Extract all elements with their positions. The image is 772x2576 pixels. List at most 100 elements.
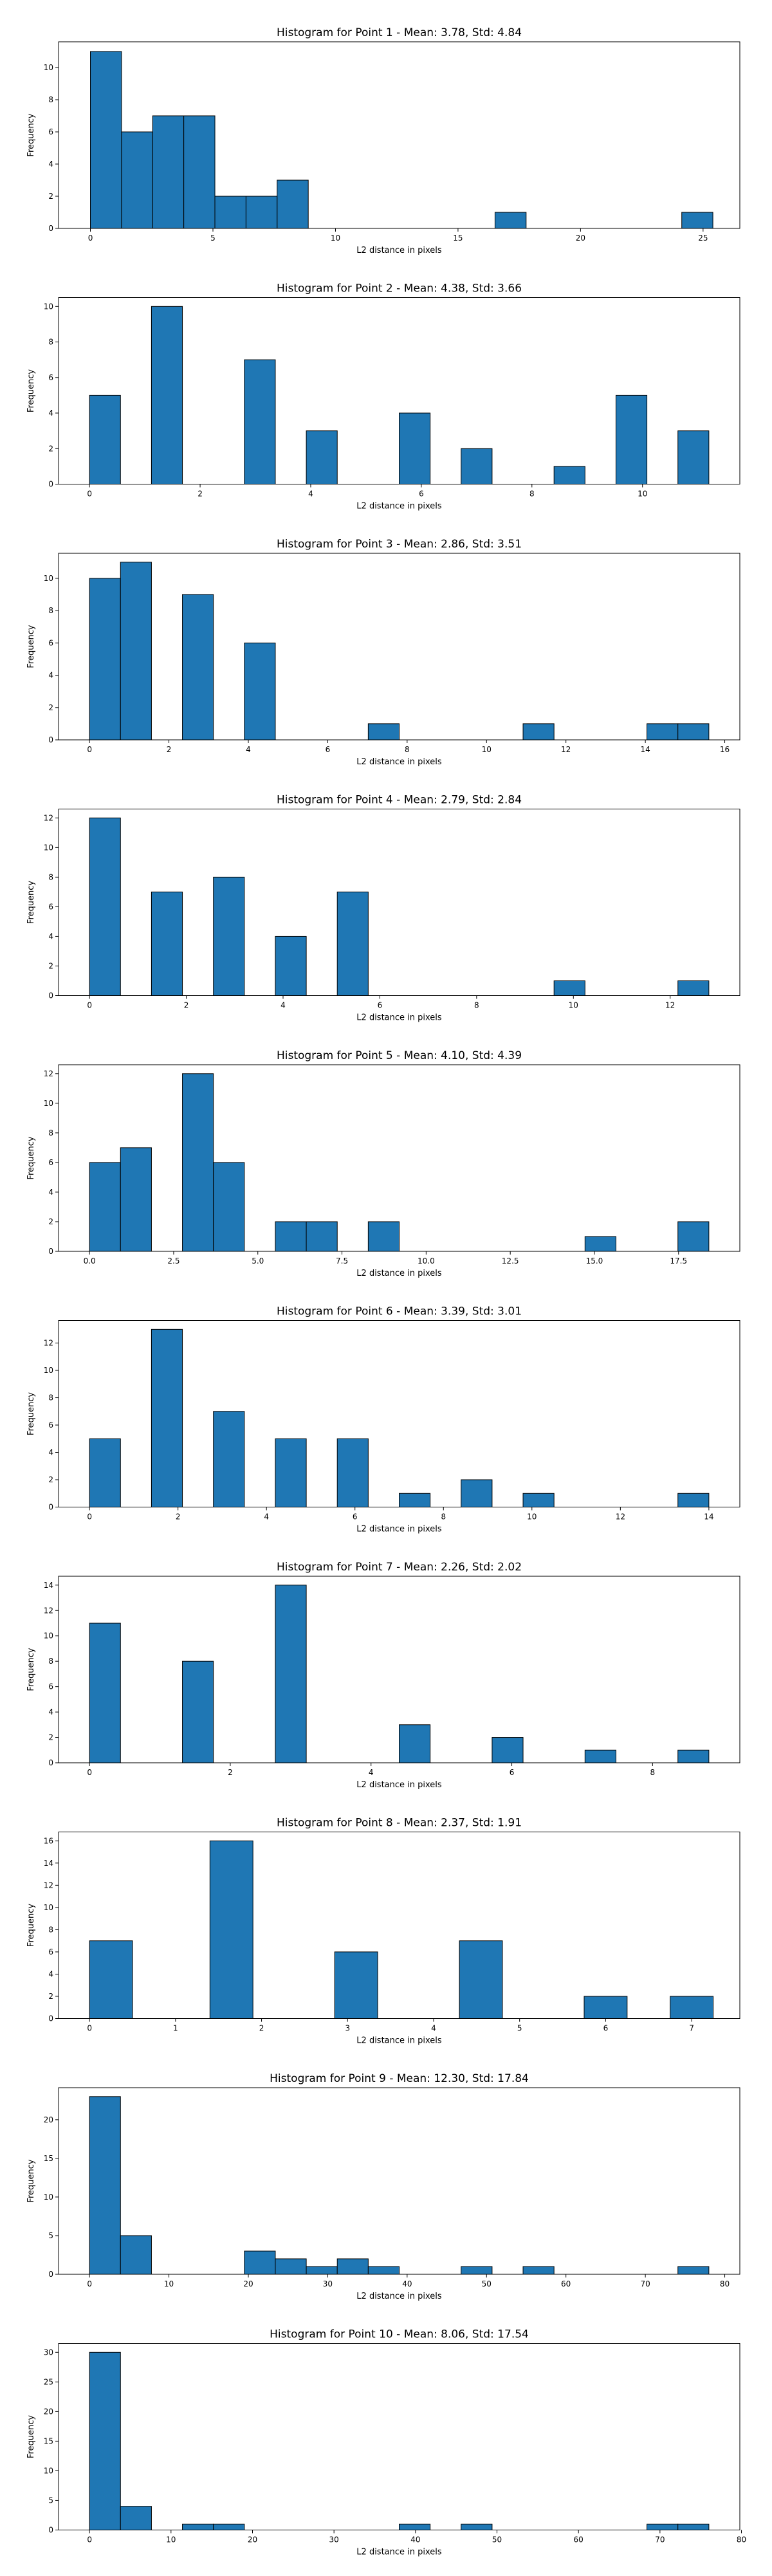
x-tick-label: 2: [176, 1513, 181, 1522]
histogram-5: Histogram for Point 5 - Mean: 4.10, Std:…: [26, 1049, 740, 1278]
y-tick-label: 10: [44, 2193, 53, 2202]
histogram-bar: [336, 1438, 369, 1508]
y-tick-label: 14: [44, 1859, 53, 1868]
y-axis-label: Frequency: [26, 113, 36, 156]
histogram-bar: [336, 2258, 369, 2275]
y-tick-label: 4: [48, 932, 53, 941]
y-tick-label: 6: [48, 1421, 53, 1430]
histogram-bar: [152, 115, 185, 229]
chart-title: Histogram for Point 3 - Mean: 2.86, Std:…: [277, 538, 522, 551]
x-axis-label: L2 distance in pixels: [356, 2292, 442, 2301]
histogram-bar: [553, 980, 585, 997]
histogram-6: Histogram for Point 6 - Mean: 3.39, Std:…: [26, 1305, 740, 1534]
y-tick-label: 10: [44, 1366, 53, 1375]
x-axis-label: L2 distance in pixels: [356, 502, 442, 511]
x-tick-label: 2: [184, 1001, 189, 1010]
histogram-bar: [89, 1940, 133, 2019]
x-tick-label: 6: [326, 745, 331, 754]
y-tick-label: 0: [48, 991, 53, 1000]
x-tick-label: 70: [640, 2279, 650, 2288]
y-tick-label: 4: [48, 160, 53, 169]
y-tick-label: 2: [48, 1992, 53, 2001]
y-tick-label: 4: [48, 671, 53, 680]
histogram-bar: [584, 1996, 628, 2019]
histogram-8: Histogram for Point 8 - Mean: 2.37, Std:…: [26, 1817, 740, 2046]
axes-frame: [58, 2087, 740, 2275]
x-tick-label: 40: [410, 2535, 420, 2544]
x-axis-label: L2 distance in pixels: [356, 757, 442, 767]
chart-title: Histogram for Point 4 - Mean: 2.79, Std:…: [277, 794, 522, 807]
y-tick-label: 6: [48, 1158, 53, 1167]
axes-frame: [58, 1320, 740, 1507]
histogram-bar: [89, 1162, 121, 1252]
histogram-bar: [681, 212, 713, 229]
x-tick-label: 0: [87, 2279, 92, 2288]
y-tick-label: 15: [44, 2436, 53, 2445]
x-tick-label: 12: [616, 1513, 625, 1522]
x-tick-label: 0: [87, 745, 92, 754]
x-tick-label: 12.5: [502, 1256, 519, 1265]
y-tick-label: 2: [48, 961, 53, 970]
y-tick-label: 0: [48, 735, 53, 744]
x-tick-label: 0: [87, 1768, 92, 1777]
histogram-bar: [89, 817, 121, 997]
axes-frame: [58, 1064, 740, 1252]
histogram-7: Histogram for Point 7 - Mean: 2.26, Std:…: [26, 1561, 740, 1790]
y-tick-label: 5: [48, 2496, 53, 2505]
x-axis-label: L2 distance in pixels: [356, 1013, 442, 1023]
histogram-bar: [151, 891, 183, 997]
histogram-bar: [677, 1221, 710, 1252]
x-tick-label: 0: [88, 234, 93, 243]
histogram-bar: [647, 2523, 679, 2531]
y-axis-label: Frequency: [26, 1648, 36, 1691]
y-tick-label: 8: [48, 1925, 53, 1934]
histogram-3: Histogram for Point 3 - Mean: 2.86, Std:…: [26, 538, 740, 767]
y-tick-label: 2: [48, 1475, 53, 1484]
y-axis-label: Frequency: [26, 881, 36, 924]
y-tick-label: 6: [48, 127, 53, 136]
x-tick-label: 50: [482, 2279, 492, 2288]
histogram-bar: [182, 1661, 214, 1763]
x-tick-label: 20: [243, 2279, 253, 2288]
histogram-bar: [244, 359, 276, 485]
y-axis-label: Frequency: [26, 1904, 36, 1947]
histogram-bar: [306, 1221, 338, 1252]
y-tick-label: 6: [48, 373, 53, 382]
y-tick-label: 0: [48, 224, 53, 233]
x-tick-label: 80: [720, 2279, 730, 2288]
histogram-bar: [553, 466, 585, 485]
y-tick-label: 10: [44, 302, 53, 311]
x-tick-label: 8: [441, 1513, 446, 1522]
histogram-bar: [275, 1438, 307, 1508]
y-tick-label: 12: [44, 813, 53, 822]
x-tick-label: 14: [704, 1513, 713, 1522]
histogram-bar: [677, 1493, 710, 1508]
y-tick-label: 8: [48, 1128, 53, 1137]
y-tick-label: 8: [48, 338, 53, 347]
histogram-bar: [334, 1951, 378, 2019]
x-tick-label: 4: [308, 490, 313, 499]
y-tick-label: 10: [44, 2466, 53, 2475]
y-axis-label: Frequency: [26, 2415, 36, 2458]
histogram-bar: [277, 179, 309, 229]
histogram-bar: [244, 642, 276, 741]
histogram-bar: [584, 1749, 616, 1763]
y-tick-label: 0: [48, 1247, 53, 1256]
histogram-bar: [151, 306, 183, 484]
x-axis-label: L2 distance in pixels: [356, 1269, 442, 1278]
y-tick-label: 4: [48, 1707, 53, 1716]
y-tick-label: 0: [48, 2270, 53, 2279]
histogram-bar: [399, 1724, 431, 1763]
y-tick-label: 20: [44, 2407, 53, 2416]
histogram-bar: [306, 430, 338, 485]
y-tick-label: 4: [48, 409, 53, 418]
y-tick-label: 2: [48, 192, 53, 201]
histogram-bar: [367, 1221, 400, 1252]
histogram-bar: [89, 394, 121, 485]
histogram-bar: [89, 578, 121, 741]
x-tick-label: 17.5: [670, 1256, 687, 1265]
axes-frame: [58, 809, 740, 996]
y-axis-label: Frequency: [26, 625, 36, 668]
histogram-bar: [677, 430, 710, 485]
